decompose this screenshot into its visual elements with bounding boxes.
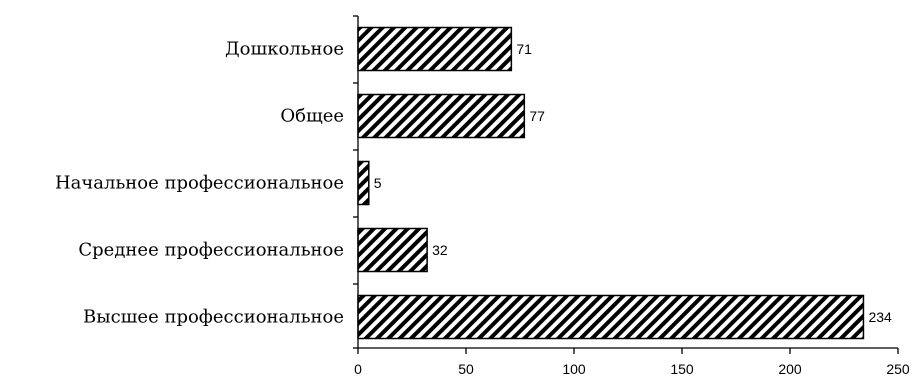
category-label: Дошкольное (225, 39, 344, 60)
value-label: 32 (432, 242, 448, 258)
bar (357, 294, 865, 340)
category-label: Общее (280, 106, 344, 127)
x-tick-label: 0 (354, 361, 362, 377)
value-label: 71 (516, 41, 532, 57)
category-label: Среднее профессиональное (78, 240, 344, 261)
x-tick-label: 150 (670, 361, 694, 377)
labels-layer: Дошкольное 71 Общее 77 Начальное профессиона… (55, 39, 910, 378)
value-label: 5 (374, 175, 382, 191)
bar (357, 26, 513, 72)
x-tick-label: 200 (778, 361, 802, 377)
axis-layer (353, 15, 899, 354)
x-tick-label: 250 (886, 361, 910, 377)
x-tick-label: 100 (562, 361, 586, 377)
value-label: 234 (868, 309, 892, 325)
bars-layer (357, 26, 865, 340)
category-label: Начальное профессиональное (55, 173, 344, 194)
x-tick-label: 50 (458, 361, 474, 377)
bar (357, 227, 428, 273)
bar (357, 93, 526, 139)
bar (357, 160, 370, 206)
value-label: 77 (529, 108, 545, 124)
category-label: Высшее профессиональное (83, 307, 344, 328)
